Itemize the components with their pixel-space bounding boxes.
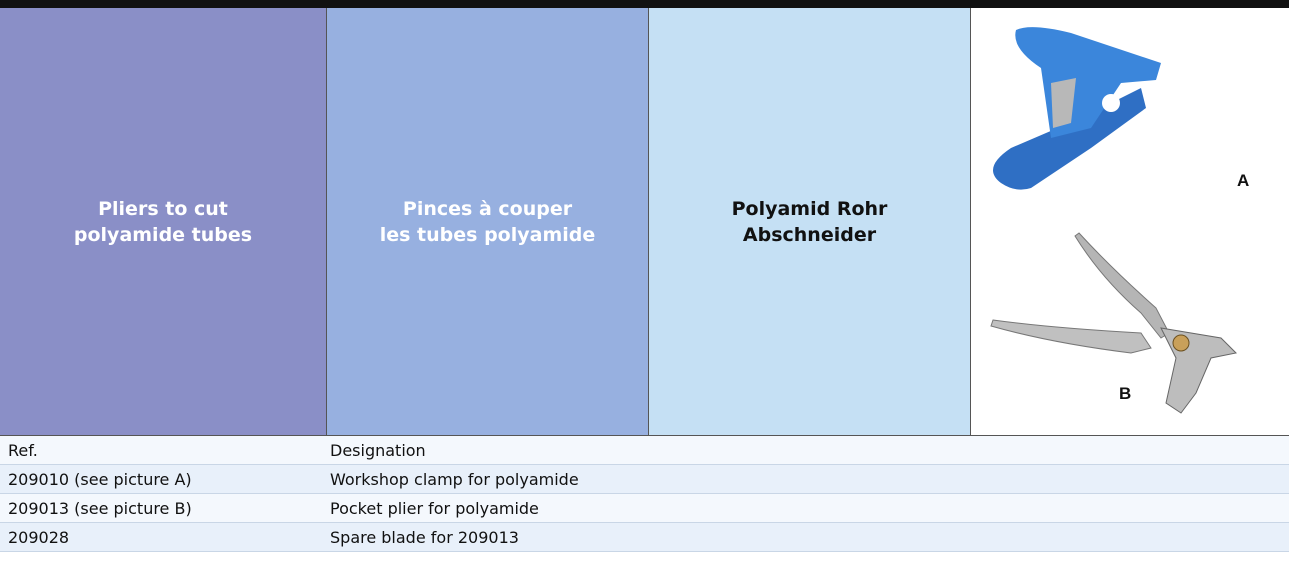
- column-header: Ref.: [8, 441, 38, 460]
- designation-cell: Pocket plier for polyamide: [330, 499, 539, 518]
- plier-b: [991, 233, 1236, 413]
- designation-cell: Spare blade for 209013: [330, 528, 519, 547]
- picture-label: A: [1237, 168, 1249, 194]
- cutter-a: [993, 27, 1161, 190]
- ref-cell: 209028: [8, 528, 69, 547]
- header-text: Abschneider: [743, 222, 876, 248]
- picture-label: B: [1119, 381, 1131, 407]
- picture-cell: A B: [971, 8, 1289, 436]
- designation-cell: Workshop clamp for polyamide: [330, 470, 579, 489]
- header-text: Pinces à couper: [403, 196, 572, 222]
- ref-cell: 209013 (see picture B): [8, 499, 192, 518]
- header-text: les tubes polyamide: [380, 222, 596, 248]
- header-cell: Pinces à couper les tubes polyamide: [327, 8, 649, 436]
- header-text: polyamide tubes: [74, 222, 252, 248]
- table-row: 209028 Spare blade for 209013: [0, 523, 1289, 552]
- header-cell: Polyamid Rohr Abschneider: [649, 8, 971, 436]
- header-text: Polyamid Rohr: [732, 196, 888, 222]
- page: Pliers to cut polyamide tubes Pinces à c…: [0, 0, 1289, 564]
- product-pictures: [971, 8, 1289, 436]
- table-row: 209010 (see picture A) Workshop clamp fo…: [0, 465, 1289, 494]
- ref-cell: 209010 (see picture A): [8, 470, 192, 489]
- top-rule: [0, 0, 1289, 8]
- column-header: Designation: [330, 441, 426, 460]
- table-header-row: Ref. Designation: [0, 436, 1289, 465]
- table-row: 209013 (see picture B) Pocket plier for …: [0, 494, 1289, 523]
- header-cell: Pliers to cut polyamide tubes: [0, 8, 327, 436]
- header-text: Pliers to cut: [98, 196, 228, 222]
